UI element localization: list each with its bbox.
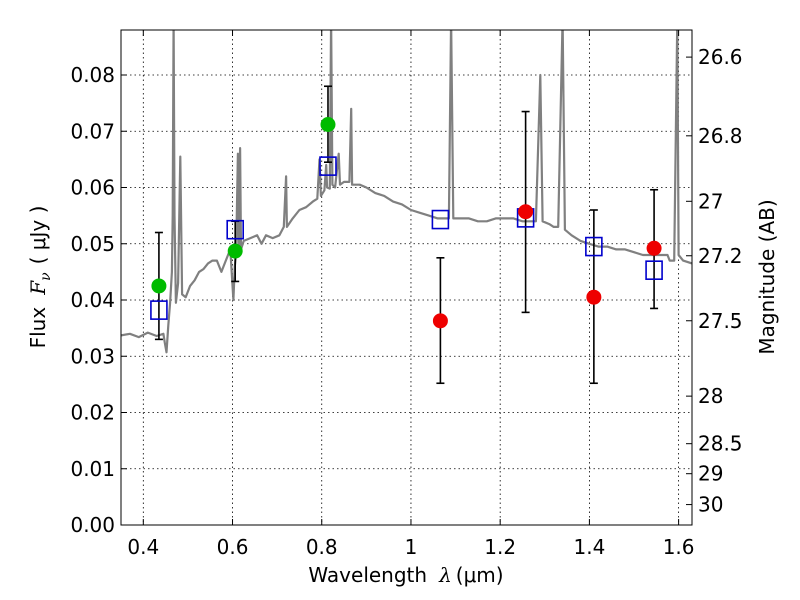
x-tick-label: 0.4	[127, 535, 159, 559]
red-flux-point	[432, 313, 448, 329]
x-axis-label: Wavelength λ (μm)	[308, 563, 503, 587]
model-flux-square	[431, 209, 450, 230]
mag-tick-label: 26.8	[698, 124, 743, 148]
x-tick-label: 1	[405, 535, 418, 559]
y-tick-label: 0.05	[70, 232, 115, 256]
x-tick-label: 1.4	[573, 535, 605, 559]
mag-tick-label: 29	[698, 462, 723, 486]
model-flux-square	[645, 260, 663, 280]
red-flux-point	[646, 240, 662, 256]
y-tick-label: 0.01	[70, 457, 115, 481]
model-flux-square	[319, 156, 337, 176]
mag-tick-label: 28	[698, 384, 723, 408]
model-spectrum-line	[121, 30, 692, 354]
y-tick-label: 0.02	[70, 401, 115, 425]
x-tick-label: 1.2	[484, 535, 516, 559]
data-markers	[150, 117, 663, 329]
green-flux-point	[151, 278, 167, 294]
y2-axis-label: Magnitude (AB)	[755, 199, 779, 354]
mag-tick-label: 28.5	[698, 432, 743, 456]
y-tick-label: 0.08	[70, 63, 115, 87]
x-tick-label: 0.8	[306, 535, 338, 559]
green-flux-point	[227, 243, 243, 259]
x-tick-label: 1.6	[663, 535, 695, 559]
y-axis-label: FluxFν( μJy )	[26, 206, 54, 349]
model-flux-square	[150, 300, 168, 320]
model-spectrum-layer	[121, 30, 692, 354]
grid	[121, 30, 692, 526]
model-flux-square	[226, 219, 244, 240]
mag-tick-label: 30	[698, 493, 723, 517]
y-tick-label: 0.04	[70, 288, 115, 312]
y-tick-label: 0.03	[70, 344, 115, 368]
red-flux-point	[518, 204, 534, 220]
axis-ticks: 0.4 0.6 0.8 1 1.2 1.4 1.6 0.00 0.01 0.02 0.03 0.04 0…	[70, 30, 743, 559]
mag-tick-label: 27	[698, 189, 723, 213]
y-tick-label: 0.07	[70, 119, 115, 143]
x-tick-label: 0.6	[217, 535, 249, 559]
green-flux-point	[320, 117, 336, 132]
red-flux-point	[586, 289, 602, 305]
mag-tick-label: 26.6	[698, 45, 743, 69]
y-tick-label: 0.00	[70, 513, 115, 537]
y-tick-label: 0.06	[70, 176, 115, 200]
model-flux-square	[585, 236, 603, 257]
mag-tick-label: 27.5	[698, 309, 743, 333]
plot-frame	[120, 29, 693, 526]
mag-tick-label: 27.2	[698, 244, 743, 268]
